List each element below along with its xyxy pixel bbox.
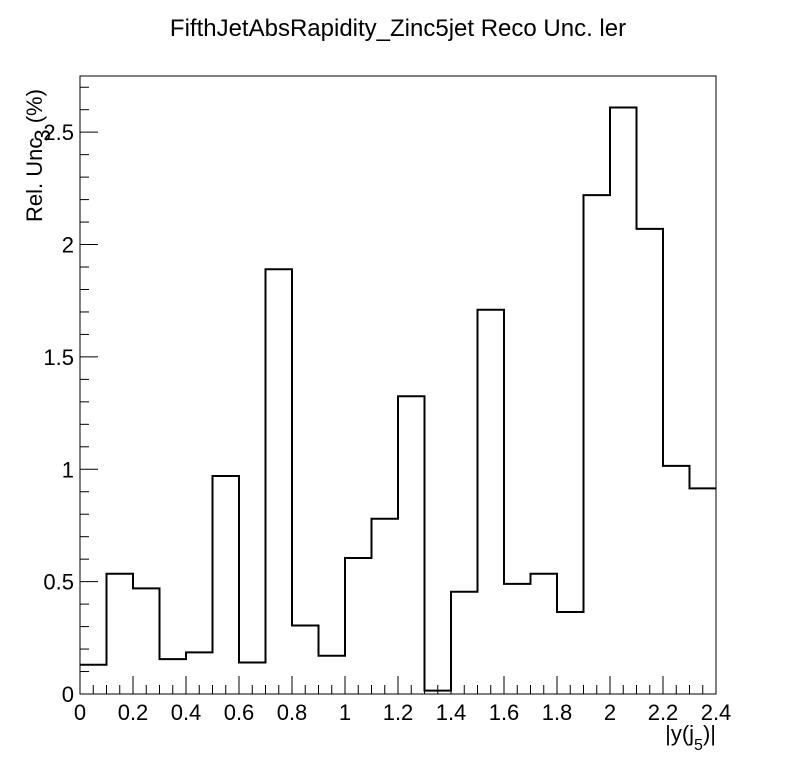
x-tick-label: 0.8 — [277, 700, 308, 725]
x-tick-label: 1.4 — [436, 700, 467, 725]
y-axis-label-end: (%) — [22, 89, 47, 129]
y-tick-label: 2.5 — [43, 120, 74, 145]
y-axis-label-main: Rel. Unc — [22, 138, 47, 222]
x-axis-label-end: )| — [703, 721, 716, 746]
x-axis-label: |y(j5)| — [665, 721, 716, 754]
y-tick-label: 0 — [62, 682, 74, 707]
x-axis-minor-ticks — [92, 685, 704, 694]
y-axis-minor-ticks — [80, 86, 89, 673]
x-tick-label: 1.6 — [489, 700, 520, 725]
y-axis-label-group: Rel. Unc3 (%) — [22, 89, 55, 222]
x-tick-label: 0 — [74, 700, 86, 725]
x-tick-label: 0.2 — [118, 700, 149, 725]
y-axis-label-overlap: 3 — [30, 129, 55, 141]
chart-title: FifthJetAbsRapidity_Zinc5jet Reco Unc. l… — [170, 15, 626, 42]
y-tick-label: 2 — [62, 233, 74, 258]
plot-frame — [79, 75, 717, 695]
histogram-outline — [80, 106, 716, 692]
x-tick-label: 1.8 — [542, 700, 573, 725]
y-tick-label: 0.5 — [43, 570, 74, 595]
x-tick-label: 2.4 — [701, 700, 732, 725]
x-tick-label: 2 — [604, 700, 616, 725]
x-tick-label: 0.4 — [171, 700, 202, 725]
y-axis-major-ticks — [80, 131, 98, 695]
y-tick-label: 1 — [62, 457, 74, 482]
x-axis-major-ticks — [79, 676, 717, 694]
x-axis-label-main: |y(j — [665, 721, 694, 746]
x-tick-label: 0.6 — [224, 700, 255, 725]
x-tick-label: 2.2 — [648, 700, 679, 725]
y-tick-label: 1.5 — [43, 345, 74, 370]
y-axis-label: Rel. Unc3 (%) — [22, 89, 55, 222]
x-axis-tick-labels: 0 0.2 0.4 0.6 0.8 1 1.2 1.4 1.6 1.8 2 2.2 2.4 — [74, 700, 731, 725]
y-axis-tick-labels: 0 0.5 1 1.5 2 2.5 — [43, 120, 74, 707]
x-tick-label: 1 — [339, 700, 351, 725]
x-tick-label: 1.2 — [383, 700, 414, 725]
x-axis-label-subscript: 5 — [694, 737, 703, 754]
